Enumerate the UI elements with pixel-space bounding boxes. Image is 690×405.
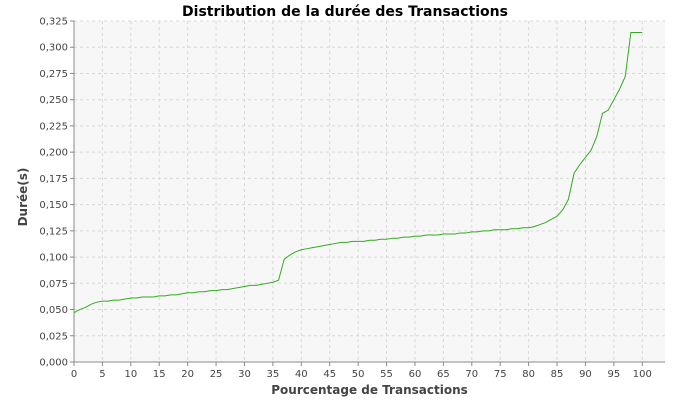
x-tick-label: 70	[465, 369, 478, 380]
y-tick-label: 0,325	[39, 17, 68, 28]
x-tick-label: 50	[352, 369, 365, 380]
x-tick-label: 30	[238, 369, 251, 380]
y-tick-label: 0,250	[39, 95, 68, 106]
x-tick-label: 80	[522, 369, 535, 380]
x-tick-label: 85	[551, 369, 564, 380]
y-tick-label: 0,175	[39, 174, 68, 185]
x-tick-label: 40	[295, 369, 308, 380]
y-tick-label: 0,125	[39, 226, 68, 237]
series-layer	[73, 32, 643, 314]
y-tick-label: 0,050	[39, 305, 68, 316]
x-tick-label: 0	[71, 369, 77, 380]
x-tick-label: 15	[153, 369, 166, 380]
y-tick-label: 0,225	[39, 121, 68, 132]
x-tick-label: 55	[380, 369, 393, 380]
y-tick-label: 0,200	[39, 148, 68, 159]
y-tick-label: 0,000	[39, 358, 68, 369]
grid	[74, 20, 665, 362]
x-tick-label: 65	[437, 369, 450, 380]
y-axis-label: Durée(s)	[16, 168, 30, 227]
chart-title: Distribution de la durée des Transaction…	[182, 4, 508, 20]
y-tick-label: 0,025	[39, 331, 68, 342]
x-tick-label: 5	[99, 369, 105, 380]
series-line	[73, 32, 643, 314]
x-tick-label: 100	[633, 369, 652, 380]
x-tick-label: 20	[181, 369, 194, 380]
x-tick-label: 45	[323, 369, 336, 380]
x-tick-label: 35	[267, 369, 280, 380]
axes: 0,000 0,025 0,050 0,075 0,100 0,125 0,150 0,175…	[39, 17, 665, 380]
y-tick-label: 0,100	[39, 253, 68, 264]
y-tick-label: 0,075	[39, 279, 68, 290]
x-tick-label: 90	[579, 369, 592, 380]
y-tick-label: 0,150	[39, 200, 68, 211]
y-tick-label: 0,275	[39, 69, 68, 80]
x-tick-label: 95	[607, 369, 620, 380]
plot-area	[74, 21, 665, 362]
x-axis-label: Pourcentage de Transactions	[271, 383, 468, 397]
x-tick-label: 75	[494, 369, 507, 380]
x-tick-label: 25	[210, 369, 223, 380]
x-tick-label: 10	[124, 369, 137, 380]
y-tick-label: 0,300	[39, 43, 68, 54]
x-tick-label: 60	[409, 369, 422, 380]
